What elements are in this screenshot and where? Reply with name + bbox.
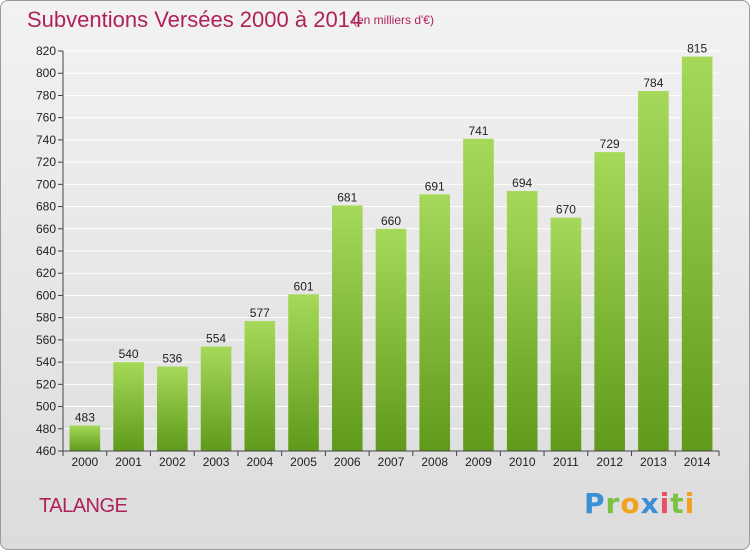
y-axis: 460 480 500 520 540 560 580 600 620 640 660 680 700 7… [36,44,64,458]
x-tick-label: 2011 [553,455,579,469]
bar-2014 [681,56,713,452]
bar-2013 [638,91,669,451]
y-tick-label: 560 [36,333,56,347]
bar-value-label: 670 [556,203,576,217]
x-tick-label: 2002 [159,455,186,469]
chart-subtitle: (en milliers d'€) [353,13,434,27]
y-tick-label: 800 [36,66,56,80]
y-tick-label: 620 [36,266,56,280]
x-tick-label: 2001 [115,455,142,469]
bar-2012 [594,152,625,451]
bar-2010 [506,191,538,451]
y-tick-label: 640 [36,244,56,258]
y-tick-label: 660 [36,222,56,236]
bar-value-label: 554 [206,332,226,346]
bar-value-label: 815 [687,42,707,56]
bar-2001 [113,362,144,451]
proxiti-logo: Proxiti [584,487,696,520]
y-tick-label: 740 [36,133,56,147]
x-tick-label: 2013 [640,455,667,469]
bar-2003 [200,346,232,451]
x-tick-label: 2007 [378,455,405,469]
x-tick-label: 2000 [72,455,99,469]
bar-value-label: 660 [381,214,401,228]
x-tick-label: 2004 [246,455,273,469]
y-tick-label: 540 [36,355,56,369]
y-tick-label: 720 [36,155,56,169]
x-tick-label: 2006 [334,455,361,469]
y-tick-label: 460 [36,444,56,458]
bar-value-label: 536 [162,352,182,366]
x-tick-label: 2009 [465,455,492,469]
bar-2004 [244,321,276,451]
bar-2002 [157,366,188,451]
place-name: TALANGE [39,495,128,517]
y-tick-label: 520 [36,377,56,391]
bar-value-label: 681 [337,190,357,204]
y-tick-label: 760 [36,111,56,125]
bar-2000 [69,425,101,451]
x-axis: 2000 2001 2002 2003 2004 2005 2006 2007 2008 2009… [62,450,720,469]
x-tick-label: 2014 [684,455,711,469]
y-tick-label: 480 [36,422,56,436]
x-tick-label: 2012 [596,455,623,469]
bar-value-label: 784 [643,76,663,90]
bar-value-label: 691 [425,179,445,193]
bar-value-label: 540 [119,347,139,361]
x-tick-label: 2003 [203,455,230,469]
bar-2006 [331,205,363,451]
bar-value-label: 601 [294,279,314,293]
bar-2009 [463,138,494,451]
bar-value-label: 694 [512,176,532,190]
bar-value-label: 741 [468,124,488,138]
y-tick-label: 700 [36,177,56,191]
y-tick-label: 820 [36,44,56,58]
y-tick-label: 500 [36,400,56,414]
y-tick-label: 600 [36,288,56,302]
bar-value-label: 729 [600,137,620,151]
y-tick-label: 580 [36,311,56,325]
bars: 483 540 536 554 577 601 681 660 691 741 694 670 729 7… [69,42,713,452]
x-tick-label: 2010 [509,455,536,469]
y-tick-label: 680 [36,200,56,214]
bar-2005 [288,294,319,451]
bar-2008 [419,194,451,452]
chart-title: Subventions Versées 2000 à 2014 [27,7,363,32]
x-tick-label: 2008 [421,455,448,469]
bar-2011 [550,217,582,451]
x-tick-label: 2005 [290,455,317,469]
bar-value-label: 483 [75,410,95,424]
bar-value-label: 577 [250,306,270,320]
bar-2007 [375,228,407,451]
y-tick-label: 780 [36,88,56,102]
